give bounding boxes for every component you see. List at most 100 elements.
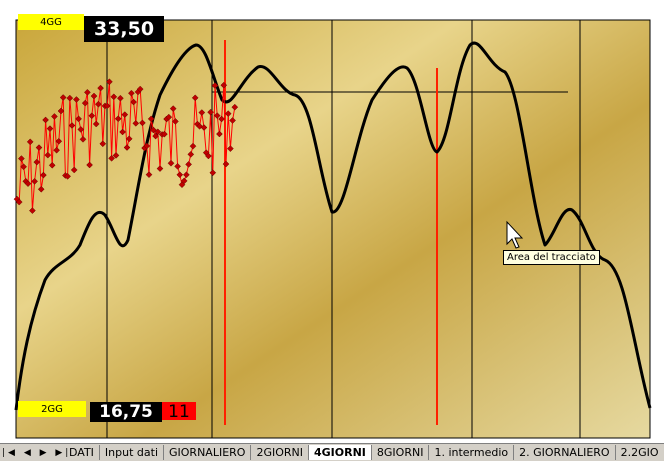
price-point	[128, 89, 135, 97]
plot-area[interactable]	[15, 19, 651, 439]
price-point	[53, 146, 60, 154]
price-point	[66, 94, 74, 102]
price-point	[145, 171, 153, 179]
price-point	[92, 120, 100, 128]
price-point	[200, 124, 208, 131]
price-point	[154, 128, 162, 136]
price-point	[46, 125, 54, 132]
price-point	[64, 172, 71, 180]
price-point	[15, 198, 23, 206]
price-point	[231, 103, 239, 111]
sheet-tab[interactable]: 2GIORNI	[251, 445, 309, 460]
price-series	[13, 78, 239, 214]
price-point	[172, 118, 179, 125]
sheet-tab[interactable]: 1. intermedio	[429, 445, 515, 460]
price-point	[156, 165, 164, 172]
price-point	[117, 94, 124, 102]
price-point	[20, 163, 27, 171]
price-point	[95, 100, 102, 108]
price-point	[229, 117, 236, 124]
price-point	[33, 158, 41, 166]
price-point	[29, 207, 36, 214]
price-point	[57, 107, 65, 115]
price-point	[24, 180, 32, 188]
sheet-tab[interactable]: 4GIORNI	[309, 445, 372, 460]
price-point	[44, 151, 52, 159]
price-point	[88, 112, 96, 120]
price-point	[112, 152, 120, 159]
price-point	[84, 88, 91, 96]
price-point	[205, 152, 212, 160]
price-point	[77, 126, 85, 133]
curve	[14, 41, 652, 411]
price-point	[147, 115, 155, 123]
price-point	[216, 130, 223, 138]
sheet-tab[interactable]: GIORNALIERO	[164, 445, 252, 460]
price-point	[40, 171, 47, 179]
price-point	[86, 161, 93, 169]
price-point	[224, 110, 232, 117]
price-point	[121, 111, 129, 118]
price-point	[152, 132, 159, 140]
label-top: 4GG	[18, 14, 84, 30]
price-point	[191, 94, 199, 102]
price-point	[68, 122, 76, 129]
sheet-tab[interactable]: 8GIORNI	[372, 445, 430, 460]
price-point	[123, 144, 131, 151]
price-point	[220, 81, 228, 89]
price-point	[59, 94, 67, 101]
price-point	[209, 169, 217, 177]
price-point	[51, 113, 58, 120]
price-point	[198, 109, 206, 116]
price-point	[185, 161, 192, 168]
price-point	[37, 185, 45, 193]
price-point	[213, 112, 221, 119]
price-point	[207, 108, 214, 116]
price-point	[90, 92, 98, 100]
price-point	[165, 113, 173, 121]
price-point	[143, 142, 151, 150]
price-point	[222, 160, 230, 168]
price-point	[55, 137, 63, 145]
price-point	[211, 82, 219, 89]
tooltip: Area del tracciato	[503, 250, 600, 265]
price-point	[42, 116, 49, 124]
price-point	[75, 115, 82, 123]
price-point	[18, 155, 25, 162]
markers	[224, 40, 438, 425]
price-point	[108, 154, 115, 162]
price-point	[97, 84, 104, 92]
sheet-tab[interactable]: Input dati	[100, 445, 164, 460]
value-bottom-red: 11	[162, 402, 196, 420]
price-point	[35, 144, 43, 151]
price-point	[110, 93, 118, 101]
price-point	[227, 145, 234, 152]
price-point	[114, 115, 122, 123]
price-point	[136, 85, 144, 93]
price-point	[169, 105, 177, 112]
sheet-tab[interactable]: 2. GIORNALIERO	[514, 445, 616, 460]
gridlines	[106, 20, 581, 438]
price-point	[218, 115, 225, 123]
price-point	[81, 99, 89, 107]
price-point	[130, 98, 137, 106]
tab-nav[interactable]: |◀ ◀ ▶ ▶|	[2, 447, 72, 458]
price-point	[103, 102, 111, 110]
price-point	[150, 126, 157, 134]
price-point	[132, 120, 140, 127]
price-point	[79, 135, 87, 143]
sheet-tab[interactable]: 2.2GIO	[616, 445, 664, 460]
price-point	[189, 142, 197, 150]
price-point	[180, 177, 188, 185]
sheet-tab[interactable]: DATI	[64, 445, 100, 460]
price-point	[139, 119, 146, 127]
price-point	[161, 130, 168, 138]
label-bottom: 2GG	[18, 401, 86, 417]
value-top: 33,50	[84, 16, 164, 42]
price-point	[48, 161, 56, 169]
price-point	[174, 162, 181, 170]
price-point	[176, 171, 184, 179]
price-point	[183, 171, 190, 179]
price-point	[106, 78, 113, 86]
